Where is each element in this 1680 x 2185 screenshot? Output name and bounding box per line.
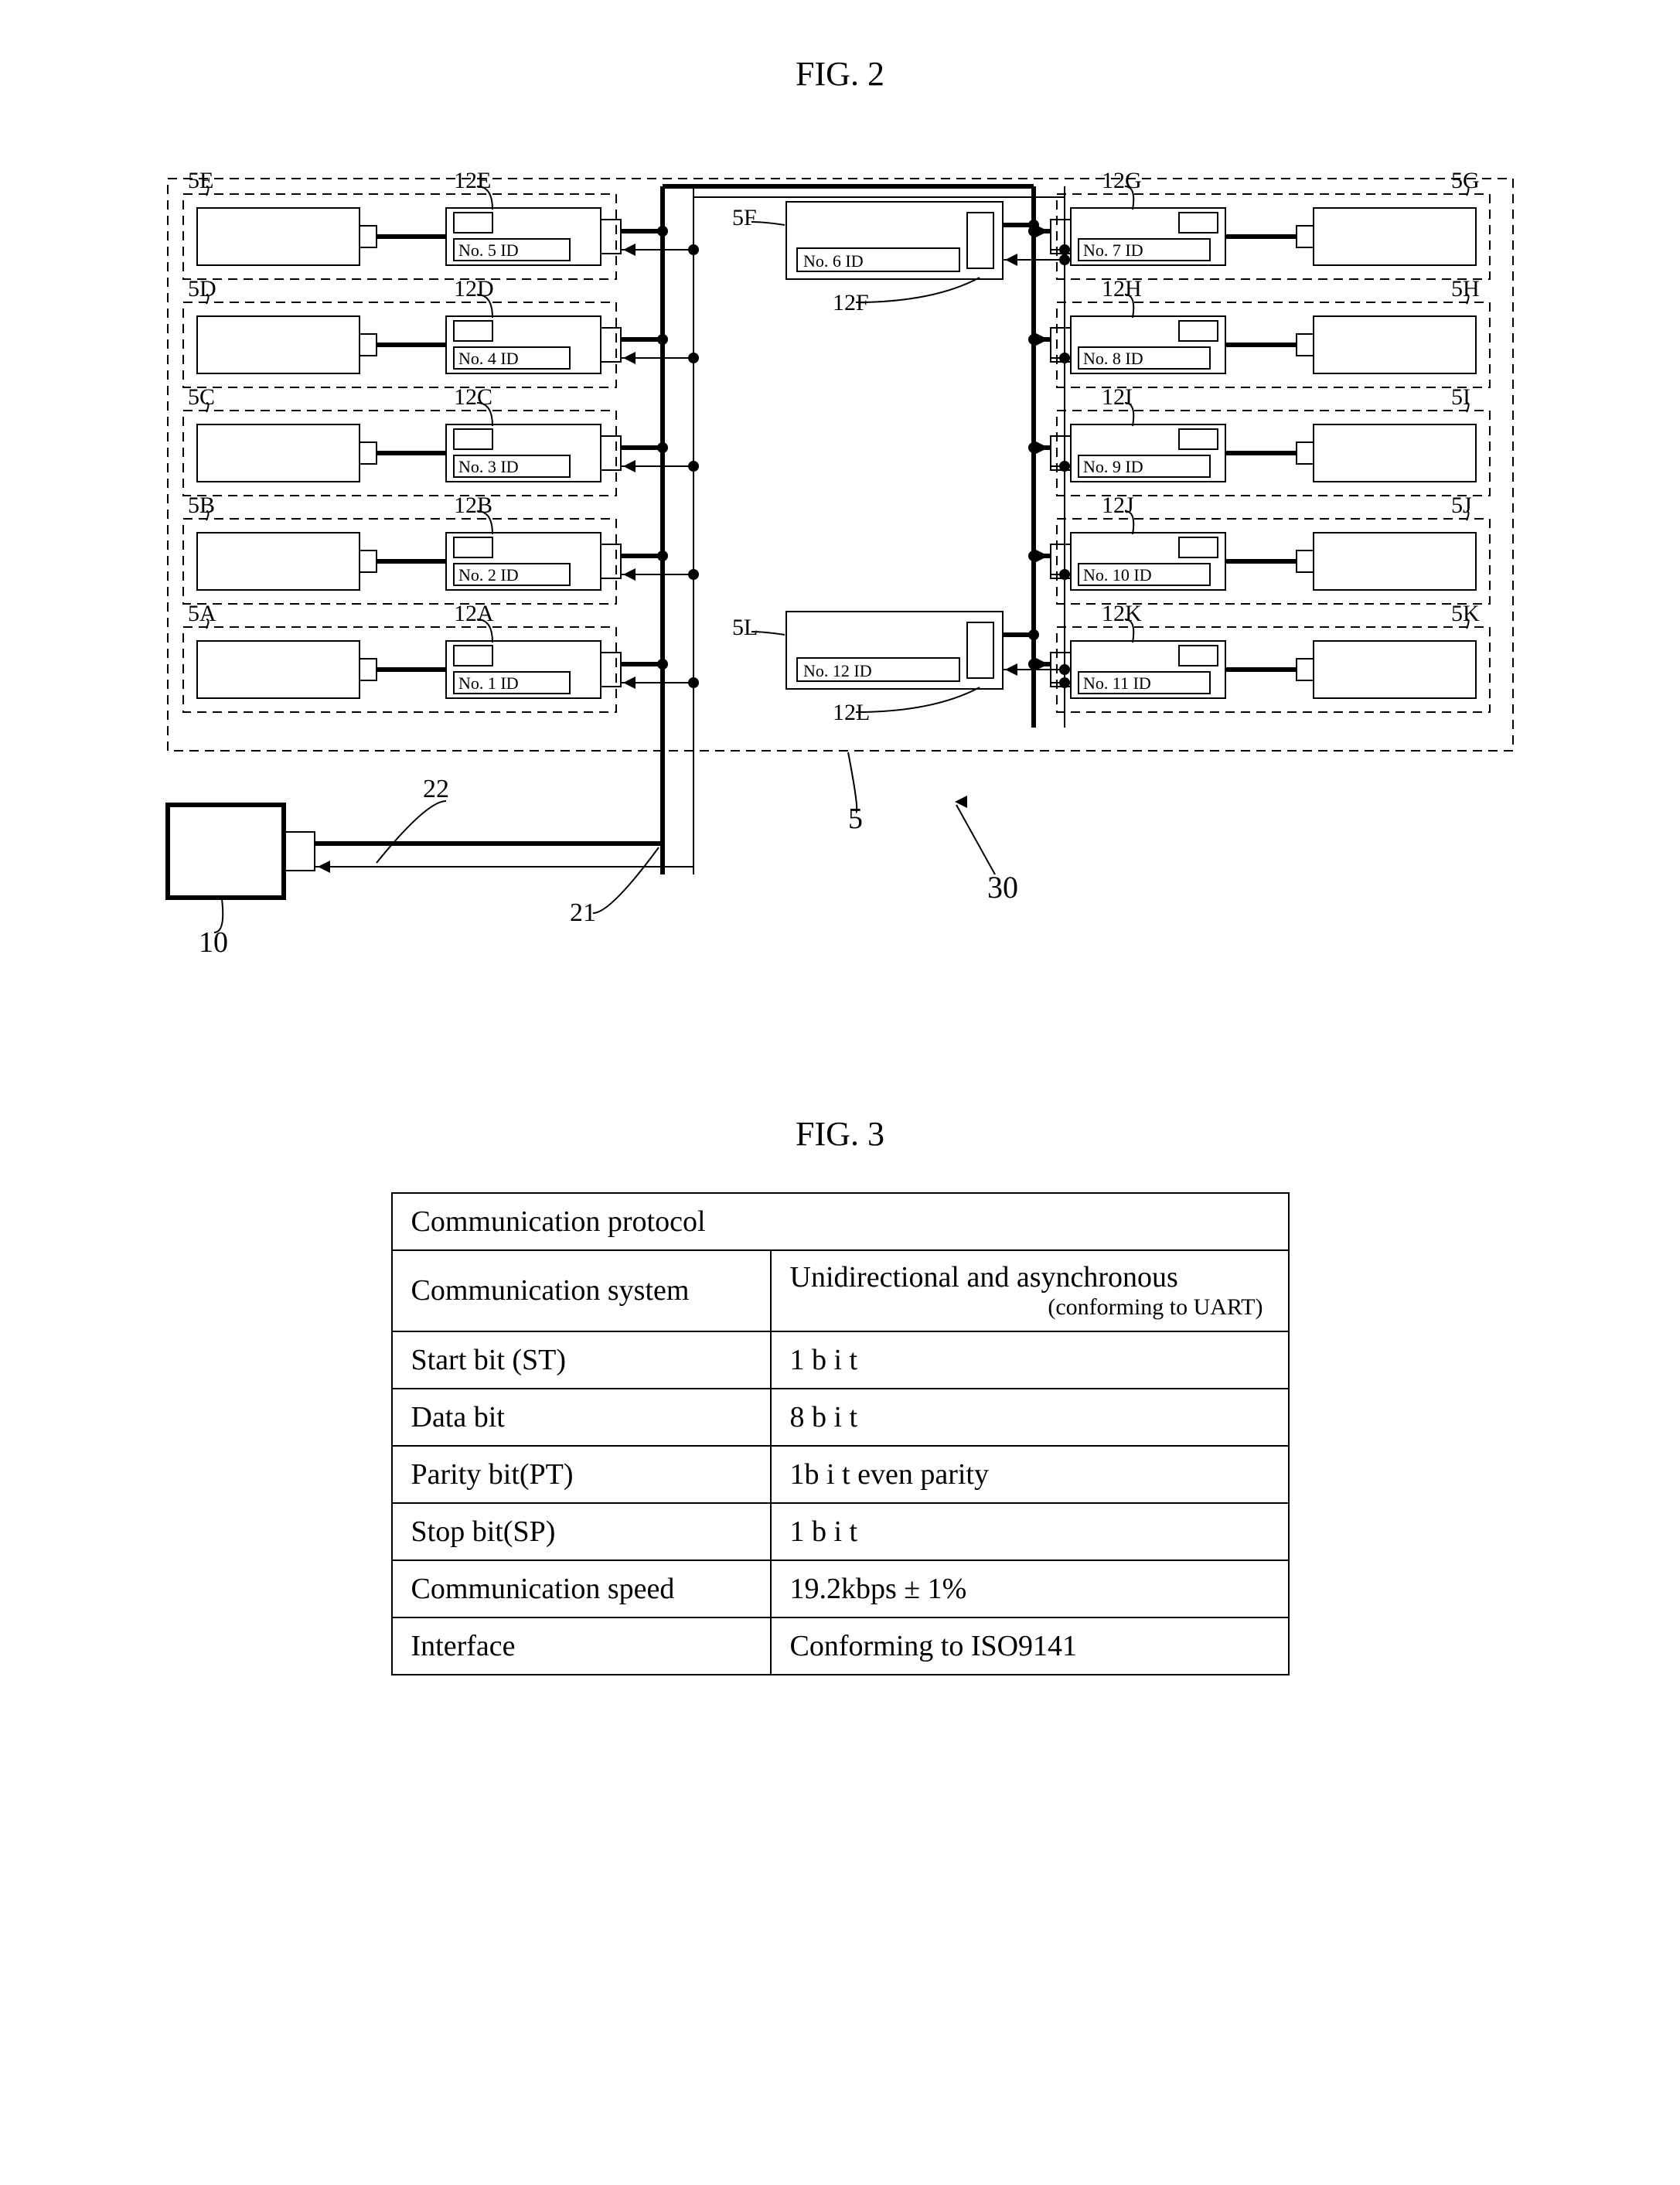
svg-text:No. 2 ID: No. 2 ID	[458, 565, 519, 585]
svg-text:No. 4 ID: No. 4 ID	[458, 349, 519, 368]
svg-text:5D: 5D	[188, 276, 216, 302]
fig3-key-5: Communication speed	[392, 1560, 771, 1617]
svg-text:5C: 5C	[188, 384, 215, 410]
svg-text:12A: 12A	[454, 601, 494, 626]
svg-text:No. 3 ID: No. 3 ID	[458, 457, 519, 476]
svg-text:30: 30	[987, 870, 1018, 905]
svg-text:5F: 5F	[732, 205, 757, 230]
fig2-title: FIG. 2	[31, 54, 1649, 94]
fig3-title: FIG. 3	[31, 1114, 1649, 1154]
svg-text:No. 9 ID: No. 9 ID	[1083, 457, 1143, 476]
svg-text:5E: 5E	[188, 168, 213, 193]
svg-text:12K: 12K	[1102, 601, 1142, 626]
svg-text:5I: 5I	[1451, 384, 1470, 410]
fig3-key-1: Start bit (ST)	[392, 1331, 771, 1389]
svg-text:12I: 12I	[1102, 384, 1133, 410]
svg-text:5G: 5G	[1451, 168, 1480, 193]
fig3-val-2: 8 b i t	[771, 1389, 1289, 1446]
svg-text:12J: 12J	[1102, 493, 1134, 518]
svg-text:5B: 5B	[188, 493, 215, 518]
svg-text:No. 10 ID: No. 10 ID	[1083, 565, 1152, 585]
svg-text:No. 6 ID: No. 6 ID	[803, 251, 864, 271]
svg-text:10: 10	[199, 926, 228, 959]
svg-text:No. 1 ID: No. 1 ID	[458, 673, 519, 693]
svg-text:12H: 12H	[1102, 276, 1142, 302]
svg-text:No. 5 ID: No. 5 ID	[458, 240, 519, 260]
svg-text:No. 11 ID: No. 11 ID	[1083, 673, 1151, 693]
fig3-header: Communication protocol	[392, 1193, 1289, 1250]
fig3-val-1: 1 b i t	[771, 1331, 1289, 1389]
svg-text:5A: 5A	[188, 601, 216, 626]
fig3-val-6: Conforming to ISO9141	[771, 1617, 1289, 1675]
svg-text:22: 22	[423, 775, 449, 803]
svg-text:No. 7 ID: No. 7 ID	[1083, 240, 1143, 260]
fig3-val-4: 1 b i t	[771, 1503, 1289, 1560]
svg-text:5L: 5L	[732, 615, 758, 640]
fig3-key-2: Data bit	[392, 1389, 771, 1446]
svg-text:5H: 5H	[1451, 276, 1480, 302]
svg-text:5K: 5K	[1451, 601, 1480, 626]
svg-text:12D: 12D	[454, 276, 494, 302]
svg-text:5: 5	[848, 803, 863, 835]
fig3-key-4: Stop bit(SP)	[392, 1503, 771, 1560]
svg-text:No. 12 ID: No. 12 ID	[803, 661, 872, 680]
svg-text:No. 8 ID: No. 8 ID	[1083, 349, 1143, 368]
fig3-key-6: Interface	[392, 1617, 771, 1675]
fig2-diagram: 212210530No. 5 ID5E12ENo. 4 ID5D12DNo. 3…	[106, 132, 1575, 1021]
fig3-val-5: 19.2kbps ± 1%	[771, 1560, 1289, 1617]
svg-text:12G: 12G	[1102, 168, 1142, 193]
svg-text:21: 21	[570, 898, 596, 927]
fig3-table: Communication protocol Communication sys…	[391, 1192, 1290, 1675]
fig3-key-3: Parity bit(PT)	[392, 1446, 771, 1503]
fig3-val-0: Unidirectional and asynchronous(conformi…	[771, 1250, 1289, 1331]
fig3-key-0: Communication system	[392, 1250, 771, 1331]
fig3-val-3: 1b i t even parity	[771, 1446, 1289, 1503]
